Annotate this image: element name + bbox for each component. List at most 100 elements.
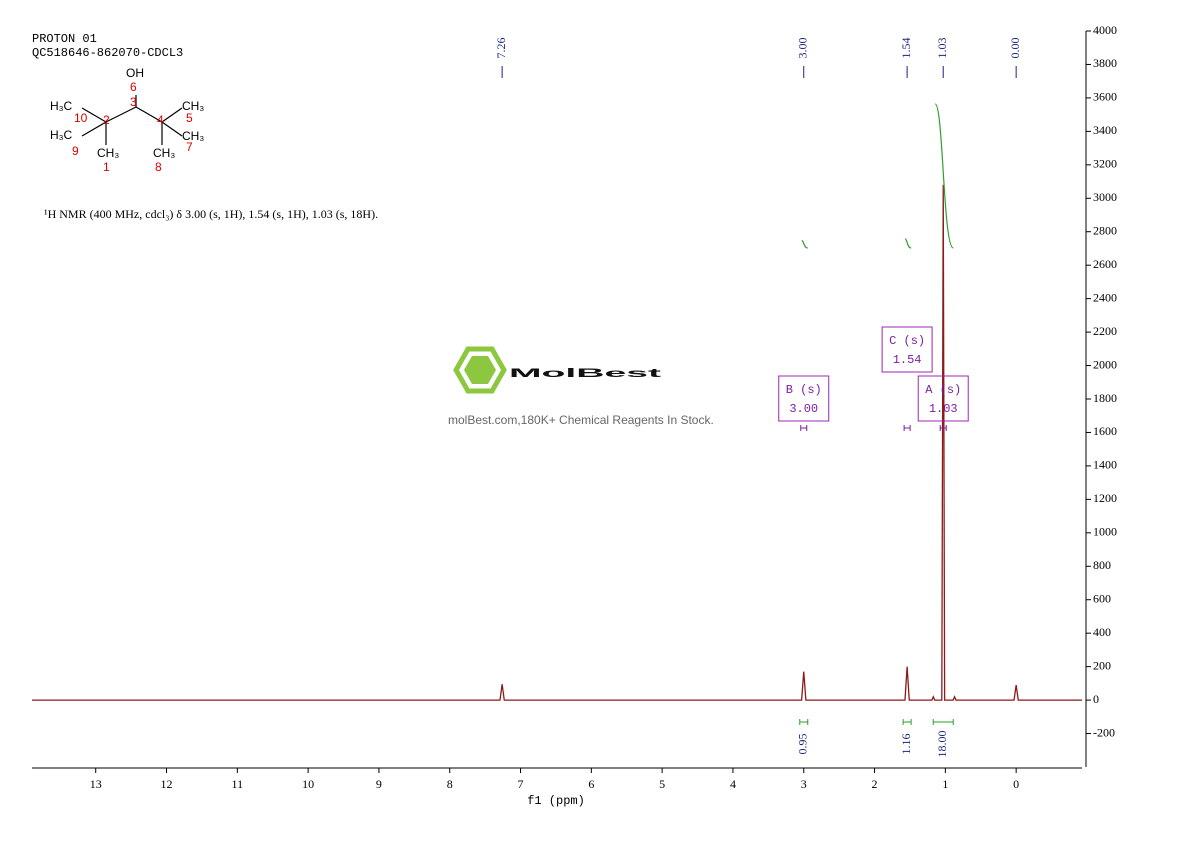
integral-curve <box>801 239 808 249</box>
y-tick-label: -200 <box>1093 725 1115 739</box>
multiplet-range <box>939 425 947 431</box>
x-tick-label: 7 <box>518 777 524 791</box>
x-tick-label: 11 <box>232 777 244 791</box>
x-tick-label: 4 <box>730 777 736 791</box>
multiplet-range <box>903 425 911 431</box>
multiplet-box <box>881 326 933 373</box>
logo: MolBest molBest.com,180K+ Chemical Reage… <box>448 346 714 427</box>
multiplet-box <box>917 375 969 422</box>
atom-number: 3 <box>130 95 137 109</box>
header-line: QC518646-862070-CDCL3 <box>32 46 183 60</box>
atom-number: 5 <box>186 111 193 125</box>
multiplet-name: A (s) <box>925 383 961 397</box>
x-tick-label: 8 <box>447 777 453 791</box>
y-tick-label: 3400 <box>1093 123 1117 137</box>
peak-label: 3.00 <box>795 38 809 59</box>
x-tick-label: 12 <box>161 777 173 791</box>
multiplet-name: B (s) <box>786 383 822 397</box>
watermark-tagline: molBest.com,180K+ Chemical Reagents In S… <box>448 413 714 427</box>
y-tick-label: 1800 <box>1093 391 1117 405</box>
peak-label: 0.00 <box>1008 38 1022 59</box>
integral-bracket <box>902 719 912 725</box>
y-tick-label: 3800 <box>1093 56 1117 70</box>
y-tick-label: 600 <box>1093 591 1111 605</box>
y-tick-label: 800 <box>1093 558 1111 572</box>
x-tick-label: 6 <box>588 777 594 791</box>
multiplet-name: C (s) <box>889 334 925 348</box>
y-tick-label: 3600 <box>1093 90 1117 104</box>
logo-text: MolBest <box>509 366 661 380</box>
atom-number: 2 <box>103 113 110 127</box>
bond <box>81 121 107 137</box>
atom-group: CH₃ <box>182 129 204 143</box>
y-tick-label: 3000 <box>1093 190 1117 204</box>
integral-label: 1.16 <box>899 734 913 755</box>
y-tick-label: 2400 <box>1093 290 1117 304</box>
x-tick-label: 2 <box>872 777 878 791</box>
y-tick-label: 400 <box>1093 625 1111 639</box>
y-tick-label: 2600 <box>1093 257 1117 271</box>
bond <box>105 106 137 123</box>
atom-number: 7 <box>186 140 193 154</box>
atom-number: 1 <box>103 160 110 174</box>
y-tick-label: 2200 <box>1093 324 1117 338</box>
integral-label: 18.00 <box>935 731 949 758</box>
atom-group: H₃C <box>50 99 73 113</box>
atom-number: 6 <box>130 80 137 94</box>
header-line: PROTON 01 <box>32 32 97 46</box>
bond <box>81 107 107 123</box>
atom-group: CH₃ <box>182 99 204 113</box>
x-tick-label: 1 <box>942 777 948 791</box>
logo-inner <box>464 356 496 384</box>
atom-group: CH₃ <box>153 146 175 160</box>
bond <box>161 121 183 137</box>
x-tick-label: 3 <box>801 777 807 791</box>
x-tick-label: 13 <box>90 777 102 791</box>
x-tick-label: 10 <box>302 777 314 791</box>
y-tick-label: 2000 <box>1093 357 1117 371</box>
y-tick-label: 1200 <box>1093 491 1117 505</box>
integral-bracket <box>932 719 954 725</box>
atom-number: 4 <box>157 113 164 127</box>
multiplet-range <box>800 425 808 431</box>
multiplet-shift: 1.54 <box>893 353 922 367</box>
multiplet-shift: 3.00 <box>789 402 818 416</box>
logo-hexagon <box>453 346 507 394</box>
integral-label: 0.95 <box>795 734 809 755</box>
integral-curve <box>934 103 954 249</box>
y-tick-label: 2800 <box>1093 223 1117 237</box>
multiplet-box <box>778 375 830 422</box>
nmr-description: ¹H NMR (400 MHz, cdcl₃) δ 3.00 (s, 1H), … <box>44 207 378 221</box>
atom-number: 10 <box>74 111 88 125</box>
structure-groups: OH H₃C CH₃ H₃C CH₃ CH₃ CH₃ <box>50 66 204 160</box>
peak-label: 1.54 <box>899 38 913 59</box>
integral-curve <box>904 238 912 249</box>
x-tick-label: 0 <box>1013 777 1019 791</box>
atom-number: 9 <box>72 144 79 158</box>
structure-numbers: 6 3 10 2 4 5 9 1 8 7 <box>72 80 193 174</box>
bond <box>135 106 163 123</box>
atom-number: 8 <box>155 160 162 174</box>
y-tick-label: 1600 <box>1093 424 1117 438</box>
atom-group: CH₃ <box>97 146 119 160</box>
multiplet-shift: 1.03 <box>929 402 958 416</box>
y-tick-label: 4000 <box>1093 23 1117 37</box>
atom-group: H₃C <box>50 128 73 142</box>
peak-label: 7.26 <box>494 38 508 59</box>
integral-bracket <box>799 719 809 725</box>
y-tick-label: 1400 <box>1093 458 1117 472</box>
x-tick-label: 5 <box>659 777 665 791</box>
y-tick-label: 3200 <box>1093 157 1117 171</box>
y-tick-label: 0 <box>1093 692 1099 706</box>
y-tick-label: 1000 <box>1093 525 1117 539</box>
y-tick-label: 200 <box>1093 658 1111 672</box>
peak-label: 1.03 <box>935 38 949 59</box>
x-tick-label: 9 <box>376 777 382 791</box>
spectrum-line <box>32 184 1082 701</box>
bond <box>161 107 183 123</box>
structure <box>81 95 183 145</box>
atom-group: OH <box>126 66 144 80</box>
x-axis-label: f1 (ppm) <box>527 794 585 808</box>
